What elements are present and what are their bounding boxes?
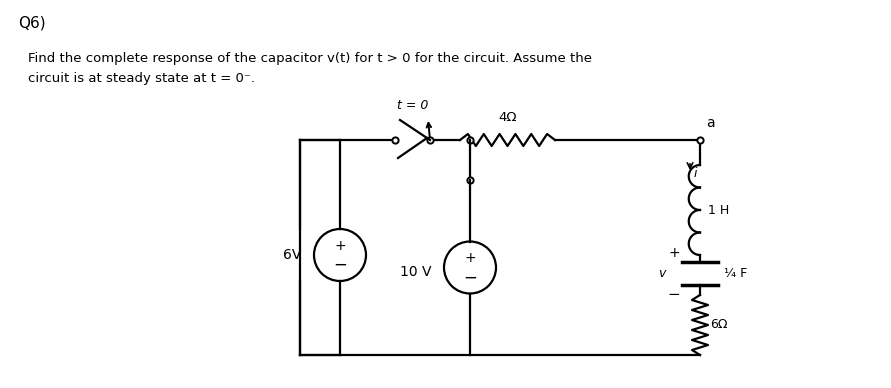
Text: Find the complete response of the capacitor v(t) for t > 0 for the circuit. Assu: Find the complete response of the capaci… [28,52,592,65]
Text: i: i [694,167,698,180]
Text: 10 V: 10 V [400,265,432,279]
Text: +: + [334,239,346,253]
Text: 6Ω: 6Ω [710,319,727,331]
Text: +: + [668,246,680,260]
Text: circuit is at steady state at t = 0⁻.: circuit is at steady state at t = 0⁻. [28,72,255,85]
Text: 1 H: 1 H [708,203,729,217]
Text: a: a [706,116,715,130]
Text: −: − [463,268,477,286]
Text: ¹⁄₄ F: ¹⁄₄ F [724,267,748,280]
Text: Q6): Q6) [18,15,45,30]
Text: −: − [667,287,681,302]
Text: 4Ω: 4Ω [498,111,517,124]
Text: v: v [658,267,666,280]
Text: t = 0: t = 0 [396,99,429,112]
Text: +: + [464,251,476,265]
Text: 6V: 6V [282,248,301,262]
Text: −: − [333,256,347,274]
